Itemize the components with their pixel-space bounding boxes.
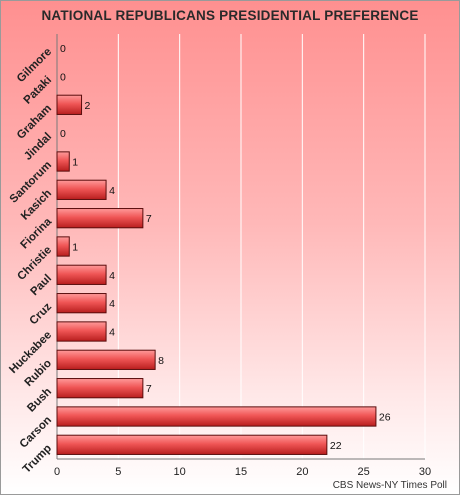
data-label: 7 xyxy=(146,383,152,395)
data-label: 1 xyxy=(72,242,78,254)
category-label: Bush xyxy=(25,386,54,415)
bar xyxy=(56,321,107,342)
data-label: 4 xyxy=(109,185,115,197)
bar xyxy=(56,179,107,200)
bar xyxy=(56,293,107,314)
bar xyxy=(56,264,107,285)
bar xyxy=(56,151,70,172)
x-tick-label: 0 xyxy=(54,466,60,478)
x-tick-label: 15 xyxy=(235,466,247,478)
data-label: 22 xyxy=(330,440,342,452)
x-tick-label: 5 xyxy=(115,466,121,478)
chart-title: NATIONAL REPUBLICANS PRESIDENTIAL PREFER… xyxy=(41,8,419,23)
bar xyxy=(56,406,377,427)
x-tick-label: 10 xyxy=(174,466,186,478)
data-label: 4 xyxy=(109,298,115,310)
bar xyxy=(56,434,328,455)
bar xyxy=(56,208,144,229)
data-label: 0 xyxy=(60,43,66,55)
bar xyxy=(56,349,156,370)
bar-layer xyxy=(56,94,377,455)
data-label: 4 xyxy=(109,270,115,282)
x-tick-label: 30 xyxy=(419,466,431,478)
category-label: Paul xyxy=(28,272,54,298)
category-label: Fiorina xyxy=(19,215,55,251)
bar xyxy=(56,94,83,115)
category-label: Carson xyxy=(18,414,55,451)
data-label: 4 xyxy=(109,327,115,339)
bar xyxy=(56,378,144,399)
data-label: 0 xyxy=(60,128,66,140)
source-note: CBS News-NY Times Poll xyxy=(332,480,447,491)
data-label: 7 xyxy=(146,213,152,225)
data-label: 26 xyxy=(379,412,391,424)
category-label: Cruz xyxy=(28,301,55,328)
bar xyxy=(56,236,70,257)
data-label: 1 xyxy=(72,157,78,169)
x-tick-label: 20 xyxy=(296,466,308,478)
data-label: 8 xyxy=(158,355,164,367)
data-label: 0 xyxy=(60,72,66,84)
data-label: 2 xyxy=(85,100,91,112)
x-tick-label: 25 xyxy=(358,466,370,478)
